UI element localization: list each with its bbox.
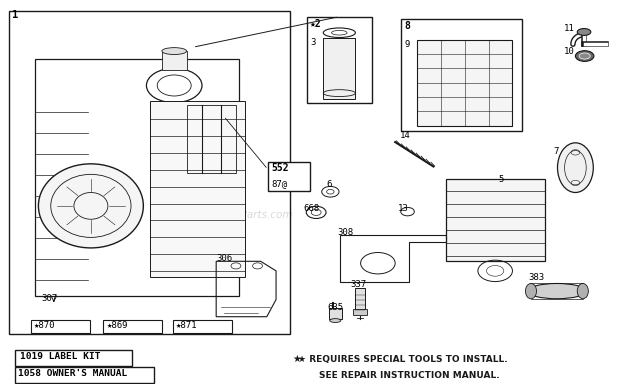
Bar (307, 17, 372, 103)
Bar (149, 101, 245, 276)
Ellipse shape (525, 283, 536, 299)
Text: 308: 308 (338, 228, 354, 237)
Bar (323, 38, 355, 99)
Text: 13: 13 (398, 204, 409, 213)
Ellipse shape (557, 143, 593, 192)
Bar (187, 105, 236, 173)
Text: ★871: ★871 (176, 321, 198, 330)
Text: 6: 6 (327, 180, 332, 189)
Text: 8: 8 (404, 20, 410, 30)
Bar (31, 320, 90, 333)
Bar (446, 179, 544, 261)
Ellipse shape (330, 319, 341, 323)
Text: 10: 10 (564, 47, 575, 56)
Bar (417, 40, 513, 126)
Text: 1: 1 (12, 10, 19, 20)
Text: 14: 14 (399, 131, 410, 141)
Text: 9: 9 (404, 40, 410, 49)
Bar (353, 309, 367, 315)
Ellipse shape (577, 28, 591, 35)
Bar (401, 18, 521, 131)
Text: ★870: ★870 (34, 321, 56, 330)
Text: 11: 11 (564, 23, 575, 33)
Bar (15, 367, 154, 383)
Ellipse shape (577, 283, 588, 299)
Bar (35, 59, 239, 296)
Ellipse shape (575, 51, 594, 61)
Bar (268, 162, 310, 191)
Ellipse shape (528, 283, 586, 299)
Bar (329, 308, 342, 320)
Text: eplacementParts.com: eplacementParts.com (179, 211, 293, 221)
Bar (104, 320, 162, 333)
Bar (162, 51, 187, 70)
Text: 7: 7 (554, 147, 559, 156)
Text: 552: 552 (271, 163, 289, 173)
Bar (15, 350, 132, 367)
Text: 337: 337 (350, 280, 366, 290)
Text: 383: 383 (528, 273, 544, 282)
Text: ★2: ★2 (310, 18, 322, 28)
Ellipse shape (579, 53, 590, 59)
Ellipse shape (38, 164, 143, 248)
Text: 668: 668 (304, 204, 320, 213)
Ellipse shape (162, 48, 187, 55)
Bar (9, 11, 290, 334)
Text: 1058 OWNER'S MANUAL: 1058 OWNER'S MANUAL (18, 369, 127, 378)
Text: 635: 635 (327, 303, 343, 312)
Text: 5: 5 (499, 175, 504, 184)
Text: SEE REPAIR INSTRUCTION MANUAL.: SEE REPAIR INSTRUCTION MANUAL. (319, 371, 500, 380)
Text: 1019 LABEL KIT: 1019 LABEL KIT (20, 352, 100, 361)
Bar (173, 320, 232, 333)
Text: ★ REQUIRES SPECIAL TOOLS TO INSTALL.: ★ REQUIRES SPECIAL TOOLS TO INSTALL. (298, 355, 507, 364)
Bar (355, 288, 365, 311)
Text: 307: 307 (42, 294, 58, 303)
Text: ★869: ★869 (106, 321, 128, 330)
Text: ★: ★ (293, 354, 301, 364)
Text: 3: 3 (310, 38, 316, 47)
Text: 306: 306 (216, 254, 232, 263)
Text: 87@: 87@ (271, 179, 287, 188)
